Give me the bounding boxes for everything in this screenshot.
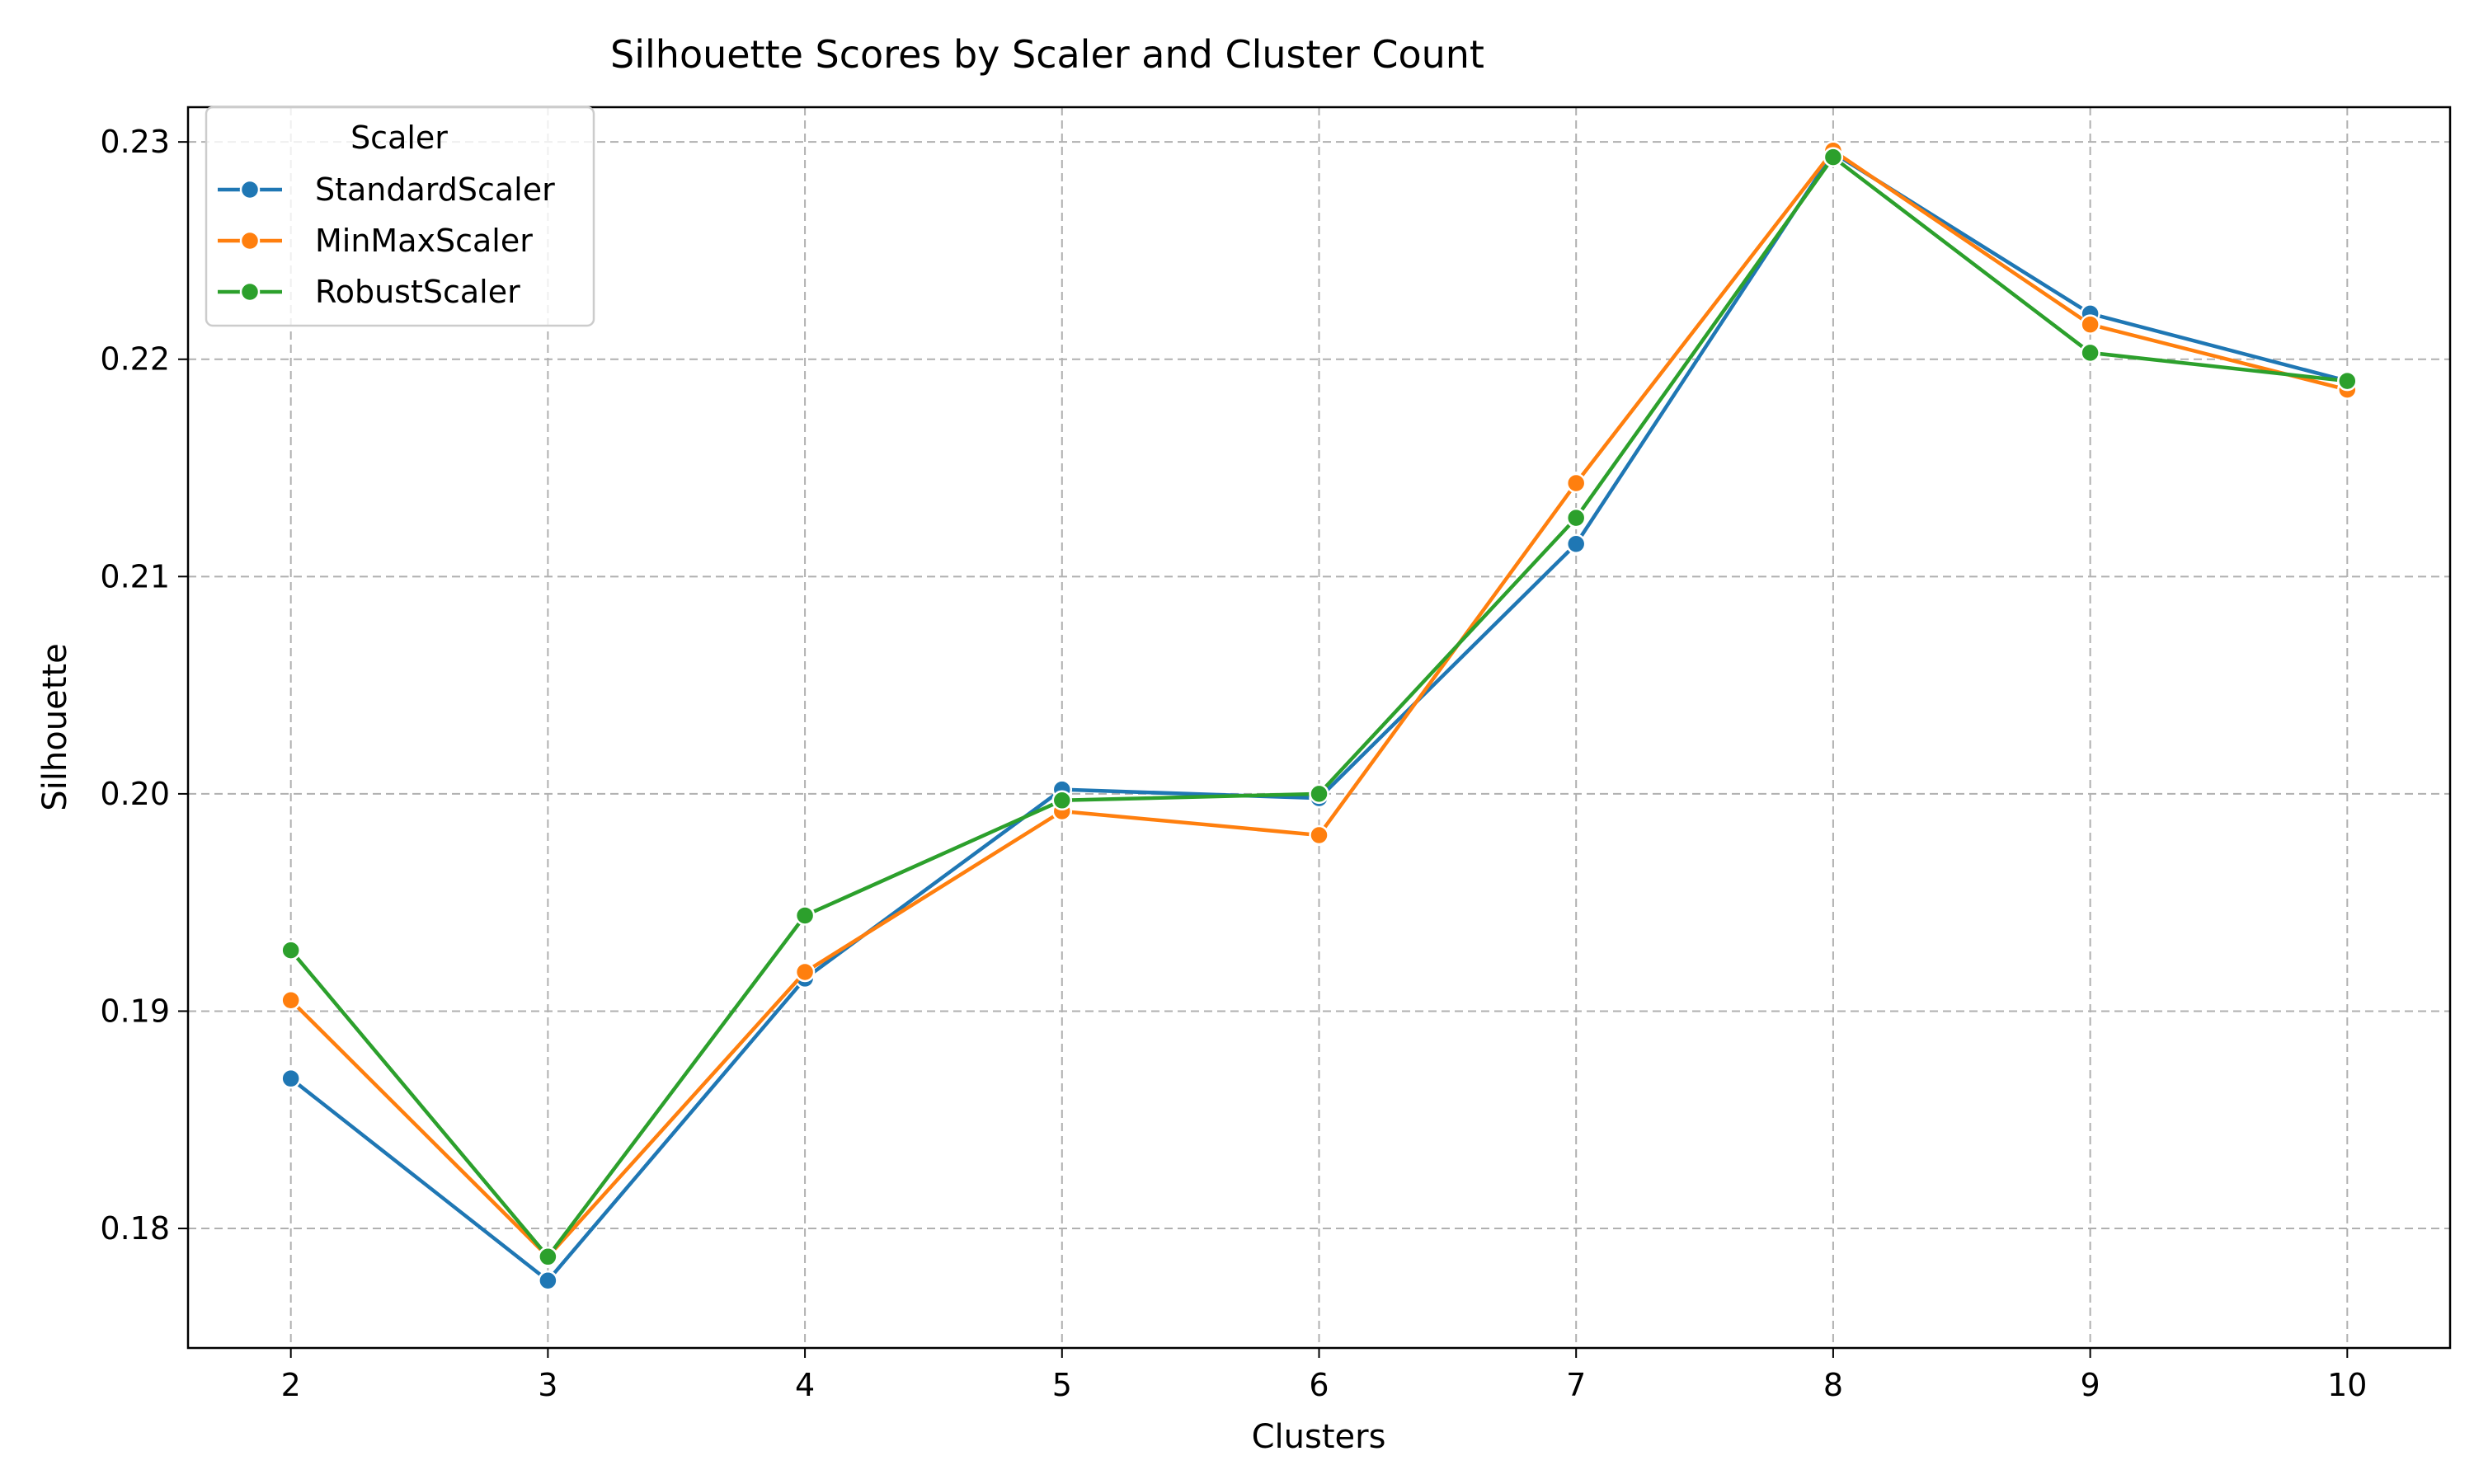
y-tick-label: 0.20: [100, 776, 170, 812]
data-point-minmaxscaler: [2080, 314, 2100, 335]
legend-label: RobustScaler: [315, 274, 520, 310]
x-tick-label: 5: [1052, 1367, 1072, 1403]
y-tick-label: 0.21: [100, 558, 170, 594]
x-axis: 2 3 4 5 6 7 8 9 10: [281, 1348, 2367, 1403]
series-lines: [280, 140, 2358, 1291]
legend-entry-standardscaler: StandardScaler: [218, 171, 555, 208]
x-tick-label: 10: [2327, 1367, 2367, 1403]
chart-title: Silhouette Scores by Scaler and Cluster …: [610, 32, 1484, 77]
y-tick-label: 0.23: [100, 124, 170, 160]
x-tick-label: 3: [538, 1367, 557, 1403]
legend-entries: StandardScaler MinMaxScaler RobustScaler: [218, 171, 555, 310]
y-axis: 0.18 0.19 0.20 0.21 0.22 0.23: [100, 124, 188, 1247]
legend-swatch-marker: [239, 281, 261, 303]
legend-swatch-marker: [239, 179, 261, 200]
x-tick-label: 7: [1566, 1367, 1586, 1403]
legend-entry-minmaxscaler: MinMaxScaler: [218, 223, 533, 259]
y-tick-label: 0.19: [100, 993, 170, 1029]
data-point-robustscaler: [2080, 342, 2100, 364]
data-point-standardscaler: [1565, 533, 1587, 555]
data-point-robustscaler: [1051, 790, 1073, 811]
legend-label: StandardScaler: [315, 171, 555, 208]
data-point-robustscaler: [794, 905, 816, 926]
data-point-robustscaler: [1309, 783, 1329, 805]
legend-title: Scaler: [350, 120, 448, 156]
data-point-minmaxscaler: [794, 961, 816, 983]
legend: Scaler StandardScaler MinMaxScaler RobustS…: [205, 106, 595, 327]
data-point-minmaxscaler: [280, 990, 301, 1011]
legend-swatch-marker: [239, 230, 261, 251]
data-point-robustscaler: [280, 940, 301, 960]
x-tick-label: 6: [1309, 1367, 1329, 1403]
legend-entry-robustscaler: RobustScaler: [218, 274, 520, 310]
legend-label: MinMaxScaler: [315, 223, 533, 259]
x-tick-label: 8: [1823, 1367, 1843, 1403]
data-point-standardscaler: [538, 1270, 558, 1291]
series-robustscaler: [280, 147, 2358, 1267]
data-point-robustscaler: [1823, 147, 1844, 167]
y-tick-label: 0.18: [100, 1210, 170, 1247]
x-tick-label: 2: [281, 1367, 301, 1403]
data-point-standardscaler: [280, 1068, 301, 1089]
data-point-robustscaler: [1565, 507, 1587, 528]
legend-box: [205, 106, 595, 327]
data-point-robustscaler: [538, 1247, 558, 1267]
data-point-minmaxscaler: [1309, 824, 1329, 846]
y-tick-label: 0.22: [100, 341, 170, 378]
data-point-robustscaler: [2337, 370, 2358, 392]
data-point-minmaxscaler: [1565, 472, 1587, 494]
y-axis-label: Silhouette: [36, 643, 74, 810]
x-tick-label: 9: [2081, 1367, 2100, 1403]
x-axis-label: Clusters: [1252, 1418, 1386, 1456]
x-tick-label: 4: [795, 1367, 815, 1403]
